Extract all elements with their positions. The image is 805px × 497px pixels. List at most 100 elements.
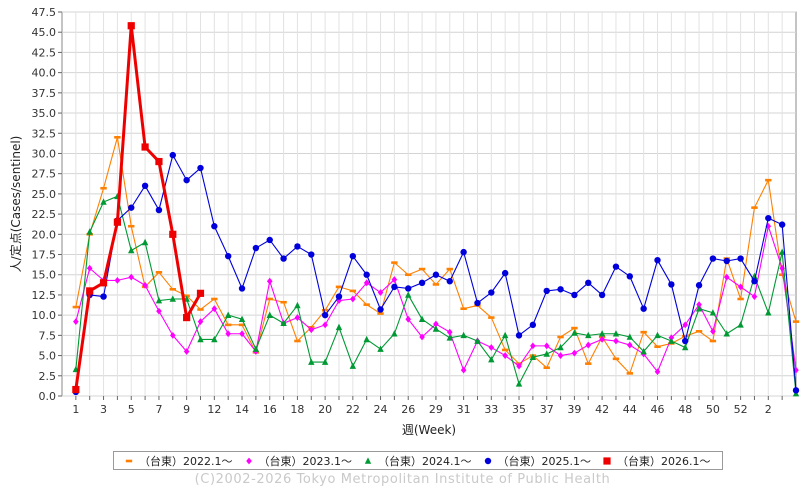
data-point (488, 356, 495, 363)
data-point (294, 301, 301, 309)
data-point (792, 320, 800, 323)
plot-area (61, 11, 797, 397)
legend-item: （台東）2023.1～ (243, 453, 353, 469)
x-tick-label: 44 (623, 403, 637, 416)
legend-label: （台東）2023.1～ (258, 454, 353, 468)
data-point (709, 309, 717, 316)
y-tick-label: 47.5 (32, 6, 57, 19)
data-point (488, 316, 495, 319)
data-point (252, 345, 260, 352)
data-point (765, 214, 772, 222)
data-point (598, 330, 606, 337)
data-point (266, 311, 273, 318)
y-tick-label: 12.5 (32, 289, 57, 302)
series-4 (72, 151, 800, 396)
data-point (100, 198, 107, 205)
data-point (183, 348, 190, 355)
data-point (224, 311, 232, 318)
data-point (737, 255, 744, 262)
data-point (280, 255, 287, 262)
data-point (543, 350, 550, 357)
data-point (709, 255, 717, 262)
legend-marker (603, 456, 611, 465)
data-point (626, 273, 634, 280)
y-tick-label: 27.5 (32, 168, 57, 181)
series-line (74, 24, 202, 390)
data-point (571, 349, 578, 357)
legend-label: （台東）2024.1～ (378, 454, 472, 468)
x-tick-label: 1 (72, 403, 79, 416)
data-point (155, 271, 163, 274)
x-tick-label: 3 (100, 403, 107, 416)
data-point (169, 287, 176, 291)
data-point (695, 305, 703, 312)
x-tick-label: 52 (734, 403, 748, 416)
data-point (349, 289, 357, 293)
data-point (100, 186, 107, 190)
data-point (502, 352, 508, 359)
legend-label: （台東）2025.1～ (497, 454, 592, 468)
y-tick-label: 0.0 (39, 390, 57, 403)
data-point (197, 335, 204, 343)
data-point (86, 228, 93, 235)
data-point (405, 291, 412, 298)
data-point (418, 315, 426, 322)
data-point (765, 222, 772, 230)
data-point (612, 330, 620, 337)
data-point (585, 279, 592, 287)
legend-item: （台東）2024.1～ (362, 453, 472, 469)
data-point (696, 301, 702, 309)
x-tick-label: 35 (512, 403, 526, 416)
data-point (543, 366, 550, 370)
data-point (668, 281, 675, 288)
legend-item: （台東）2022.1～ (123, 453, 233, 469)
axes-layer: 0.0 2.5 5.0 7.5 10.0 12.5 15.0 17.5 20.0 22.5 25.0… (32, 6, 783, 416)
data-point (585, 341, 592, 349)
data-point (612, 263, 620, 270)
x-tick-label: 16 (263, 403, 277, 416)
data-point (99, 279, 108, 287)
y-tick-label: 45.0 (32, 26, 57, 39)
legend-symbol (484, 457, 491, 464)
data-point (460, 366, 467, 374)
y-tick-label: 5.0 (39, 350, 57, 363)
data-point (308, 326, 315, 334)
data-point (391, 261, 398, 264)
data-point (640, 330, 647, 334)
y-axis-title: 人/定点(Cases/sentinel) (8, 136, 23, 273)
y-tick-label: 37.5 (32, 87, 57, 100)
data-point (322, 321, 328, 329)
data-point (460, 331, 467, 339)
data-point (294, 314, 301, 321)
legend-item: （台東）2026.1～ (601, 453, 711, 469)
y-tick-label: 40.0 (32, 67, 57, 80)
data-point (433, 320, 439, 328)
data-point (266, 236, 273, 244)
data-point (308, 251, 315, 258)
x-tick-label: 26 (401, 403, 415, 416)
data-point (419, 333, 425, 341)
data-point (335, 285, 343, 289)
data-point (654, 368, 661, 376)
data-point (377, 289, 384, 296)
data-point (557, 343, 564, 351)
data-point (308, 358, 315, 365)
data-point (114, 276, 121, 284)
y-tick-label: 30.0 (32, 147, 57, 160)
data-point (405, 285, 412, 292)
data-point (557, 286, 564, 293)
data-point (169, 295, 176, 302)
y-tick-label: 15.0 (32, 269, 57, 282)
data-point (626, 372, 634, 375)
data-point (571, 326, 578, 330)
data-point (737, 297, 744, 301)
data-point (128, 204, 135, 211)
data-point (418, 279, 426, 287)
data-point (280, 319, 287, 327)
data-point (723, 273, 730, 281)
legend: （台東）2022.1～ （台東）2023.1～ （台東）2024.1～ （台東）202… (113, 451, 723, 470)
x-tick-label: 42 (595, 403, 609, 416)
data-point (585, 331, 592, 339)
data-point (446, 278, 453, 285)
data-point (501, 331, 509, 339)
